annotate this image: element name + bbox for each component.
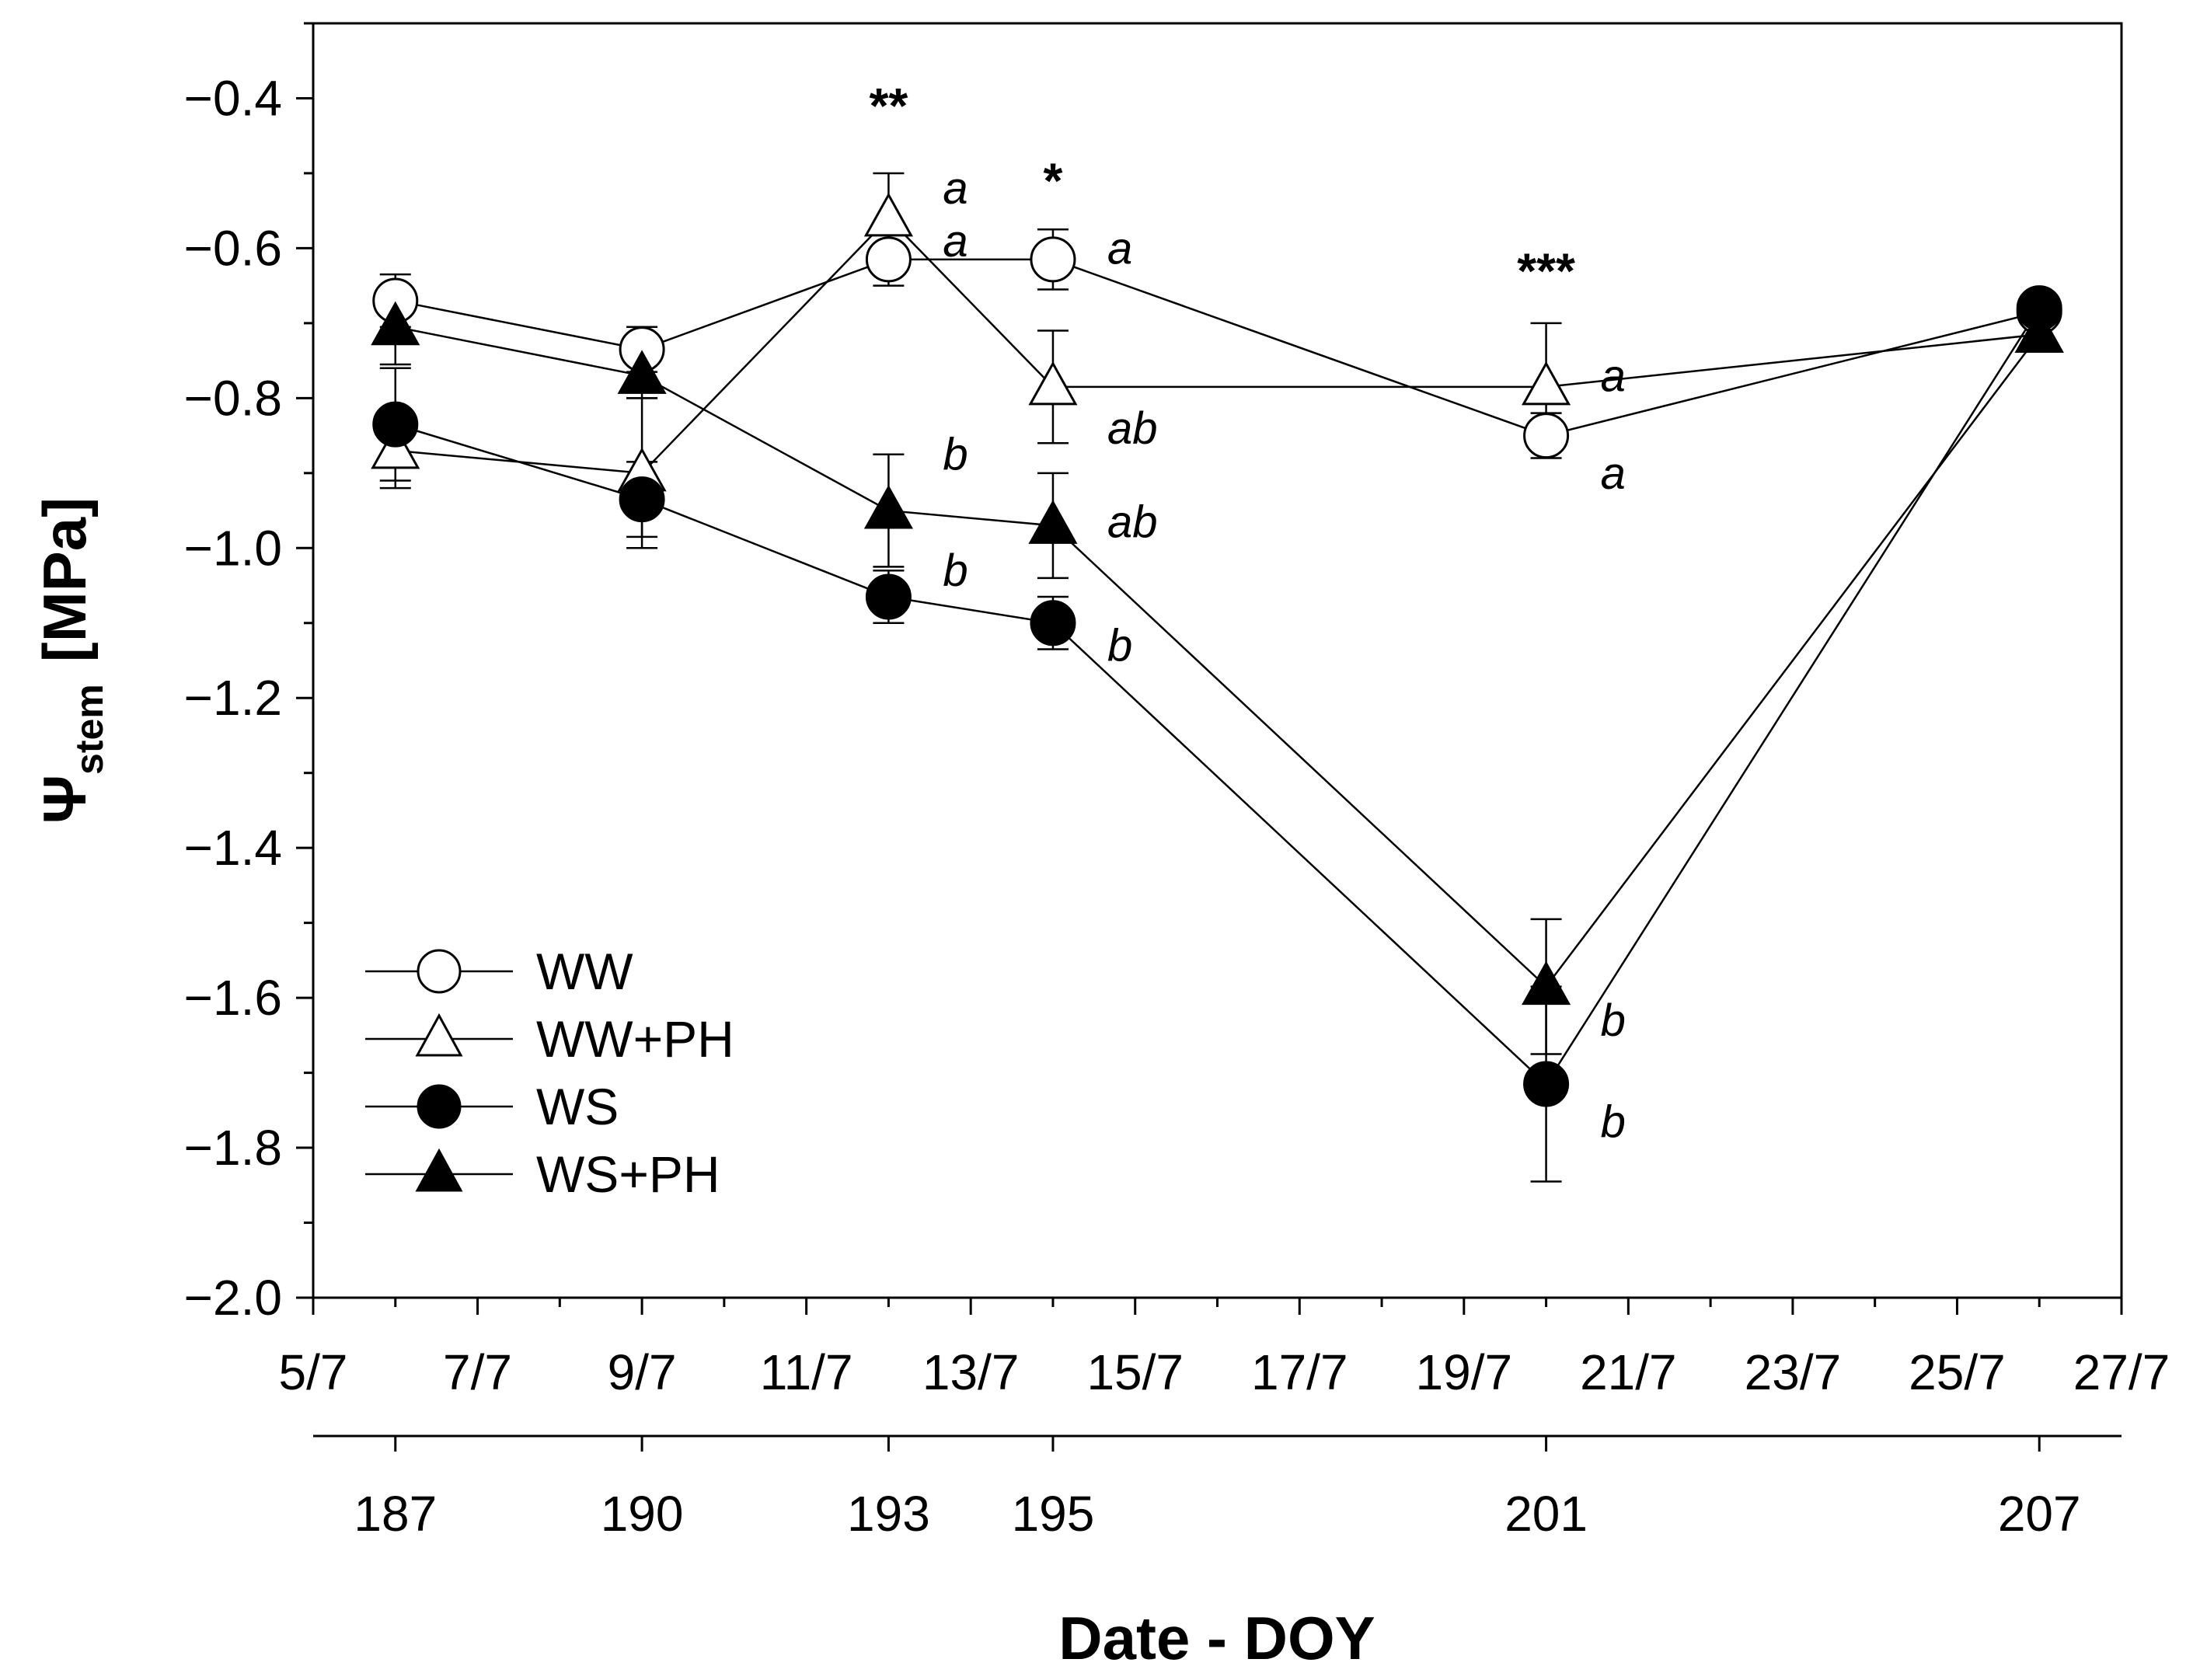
doy-tick-label: 201	[1504, 1486, 1588, 1542]
significance-letter: b	[1107, 621, 1132, 671]
y-tick-label: −2.0	[184, 1270, 282, 1326]
point-ws	[619, 476, 665, 523]
legend-marker-ww	[417, 949, 462, 994]
x-tick-label: 17/7	[1251, 1344, 1348, 1400]
point-ww-ph	[371, 424, 420, 469]
point-ww-ph	[1522, 361, 1571, 406]
legend-label-ws-ph: WS+PH	[536, 1145, 720, 1203]
legend-marker-ww-ph	[415, 1013, 463, 1057]
x-axis-title: Date - DOY	[1058, 1604, 1375, 1672]
x-tick-label: 11/7	[760, 1344, 853, 1400]
point-ww	[1523, 413, 1570, 459]
x-tick-label: 9/7	[608, 1344, 677, 1400]
significance-letter: b	[943, 545, 968, 596]
significance-letter: a	[1601, 350, 1626, 401]
series-line-ww-ph	[395, 217, 2040, 475]
series-markers	[371, 192, 2064, 1107]
y-tick-label: −1.6	[184, 970, 282, 1026]
legend-label-ww: WW	[536, 943, 633, 1000]
point-ws-ph	[863, 484, 913, 529]
doy-tick-label: 195	[1012, 1486, 1095, 1542]
significance-letter: b	[1601, 1096, 1626, 1147]
point-ws-ph	[2014, 308, 2064, 353]
significance-letter: ab	[1107, 403, 1158, 454]
doy-tick-label: 193	[847, 1486, 930, 1542]
significance-letter: a	[1601, 448, 1626, 499]
point-ws	[1523, 1061, 1570, 1107]
doy-tick-label: 207	[1998, 1486, 2081, 1542]
point-ws	[865, 573, 912, 620]
legend: WW WW+PH WS WS+PH	[365, 943, 734, 1203]
y-tick-label: −1.8	[184, 1120, 282, 1176]
y-tick-label: −1.4	[184, 820, 282, 876]
point-ww	[865, 236, 912, 283]
x-axis-date: 5/7 7/7 9/7 11/7 13/7 15/7 17/7 19/7 21/7 23/7 25/…	[279, 1298, 2170, 1400]
svg-text:Ψstem[MPa]: Ψstem [MPa]	[30, 497, 111, 824]
point-ww	[1030, 236, 1076, 283]
point-ws	[372, 401, 419, 448]
x-tick-label: 25/7	[1909, 1344, 2006, 1400]
legend-marker-ws	[417, 1084, 462, 1129]
y-axis-title: Ψstem [MPa]	[30, 497, 111, 824]
x-tick-label: 21/7	[1580, 1344, 1677, 1400]
y-tick-label: −0.6	[184, 220, 282, 276]
y-axis-title-unit: [MPa]	[30, 497, 99, 662]
significance-letter: ab	[1107, 497, 1158, 548]
significance-label: **	[870, 78, 908, 134]
series-line-ws-ph	[395, 326, 2041, 988]
x-tick-label: 15/7	[1086, 1344, 1184, 1400]
significance-letter: b	[1601, 995, 1626, 1046]
doy-tick-label: 187	[354, 1486, 437, 1542]
legend-label-ww-ph: WW+PH	[536, 1010, 734, 1068]
y-tick-label: −1.0	[184, 520, 282, 576]
y-tick-label: −1.2	[184, 670, 282, 726]
point-ww-ph	[1028, 361, 1078, 406]
x-tick-label: 5/7	[279, 1344, 348, 1400]
x-tick-label: 7/7	[443, 1344, 512, 1400]
x-tick-label: 19/7	[1416, 1344, 1513, 1400]
point-ws-ph	[617, 350, 667, 394]
significance-letter: a	[943, 216, 968, 267]
significance-letter: a	[1107, 223, 1132, 274]
point-ws-ph	[371, 301, 420, 346]
series-lines	[395, 217, 2041, 1086]
series-line-ww	[395, 258, 2040, 437]
doy-tick-label: 190	[601, 1486, 684, 1542]
y-axis-title-subscript: stem	[68, 684, 111, 775]
significance-letter: a	[943, 163, 968, 214]
significance-label: ***	[1517, 242, 1575, 298]
significance-label: *	[1044, 153, 1063, 209]
y-tick-label: −0.8	[184, 370, 282, 426]
point-ww-ph	[863, 192, 913, 237]
y-tick-label: −0.4	[184, 70, 282, 126]
x-axis-doy: 187 190 193 195 201 207	[354, 1436, 2081, 1542]
point-ws-ph	[1028, 500, 1078, 544]
legend-label-ws: WS	[536, 1078, 619, 1135]
series-layer	[371, 172, 2064, 1183]
point-ws	[1030, 600, 1076, 647]
point-ws-ph	[1522, 960, 1571, 1006]
significance-letter: b	[943, 430, 968, 480]
series-line-ws	[395, 307, 2041, 1086]
y-axis: −0.4 −0.6 −0.8 −1.0 −1.2 −1.4 −1.6 −1.8 −2.0	[184, 22, 313, 1326]
x-tick-label: 27/7	[2073, 1344, 2170, 1400]
legend-marker-ws-ph	[415, 1148, 463, 1192]
x-tick-label: 13/7	[922, 1344, 1020, 1400]
y-axis-title-symbol: Ψ	[30, 775, 99, 824]
x-tick-label: 23/7	[1745, 1344, 1842, 1400]
